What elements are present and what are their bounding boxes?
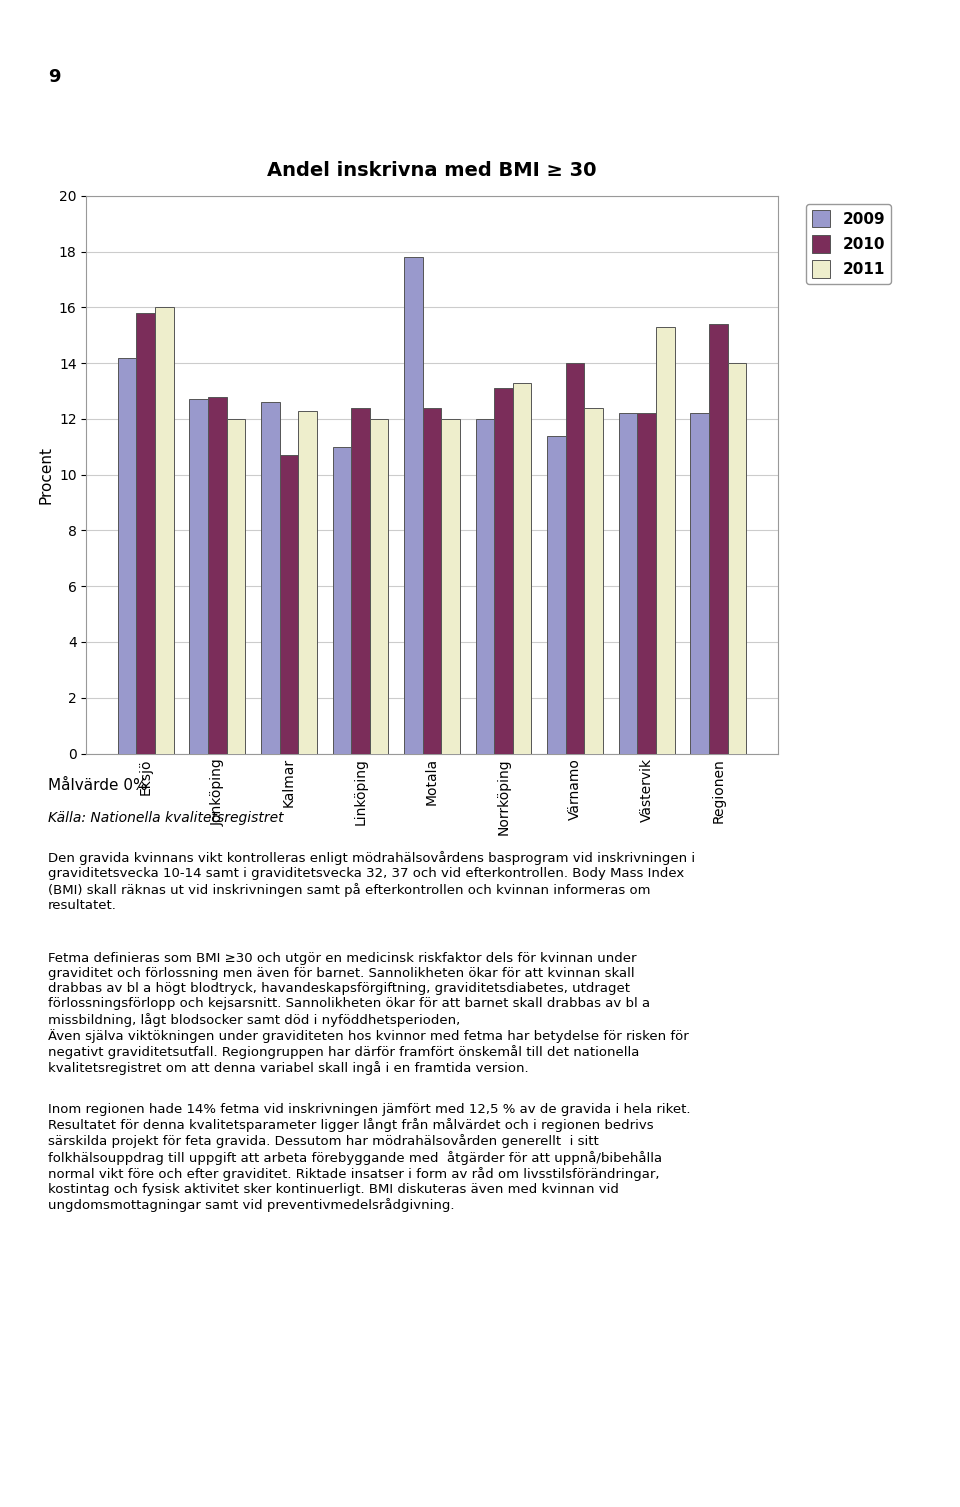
Bar bbox=[619, 413, 637, 754]
Text: Inom regionen hade 14% fetma vid inskrivningen jämfört med 12,5 % av de gravida : Inom regionen hade 14% fetma vid inskriv… bbox=[48, 1103, 690, 1212]
Bar bbox=[565, 363, 585, 754]
Bar bbox=[370, 419, 389, 754]
Bar bbox=[155, 307, 174, 754]
Bar bbox=[422, 408, 442, 754]
Bar bbox=[118, 357, 136, 754]
Text: Fetma definieras som BMI ≥30 och utgör en medicinsk riskfaktor dels för kvinnan : Fetma definieras som BMI ≥30 och utgör e… bbox=[48, 952, 688, 1074]
Bar bbox=[189, 399, 208, 754]
Bar bbox=[261, 402, 279, 754]
Bar bbox=[351, 408, 370, 754]
Bar bbox=[637, 413, 656, 754]
Bar bbox=[494, 389, 513, 754]
Y-axis label: Procent: Procent bbox=[38, 446, 54, 503]
Text: 9: 9 bbox=[48, 68, 60, 86]
Bar bbox=[332, 446, 351, 754]
Bar bbox=[442, 419, 460, 754]
Text: Källa: Nationella kvalitetsregistret: Källa: Nationella kvalitetsregistret bbox=[48, 811, 283, 824]
Bar bbox=[690, 413, 709, 754]
Bar bbox=[547, 436, 565, 754]
Bar bbox=[136, 313, 155, 754]
Bar bbox=[404, 258, 422, 754]
Bar bbox=[585, 408, 603, 754]
Title: Andel inskrivna med BMI ≥ 30: Andel inskrivna med BMI ≥ 30 bbox=[267, 161, 597, 181]
Bar bbox=[299, 410, 317, 754]
Bar bbox=[728, 363, 746, 754]
Bar bbox=[709, 324, 728, 754]
Bar bbox=[208, 396, 227, 754]
Text: Målvärde 0%: Målvärde 0% bbox=[48, 778, 148, 793]
Text: Den gravida kvinnans vikt kontrolleras enligt mödrahälsovårdens basprogram vid i: Den gravida kvinnans vikt kontrolleras e… bbox=[48, 851, 695, 912]
Bar bbox=[513, 383, 532, 754]
Bar bbox=[279, 455, 299, 754]
Bar bbox=[475, 419, 494, 754]
Bar bbox=[227, 419, 245, 754]
Bar bbox=[656, 327, 675, 754]
Legend: 2009, 2010, 2011: 2009, 2010, 2011 bbox=[806, 203, 892, 283]
